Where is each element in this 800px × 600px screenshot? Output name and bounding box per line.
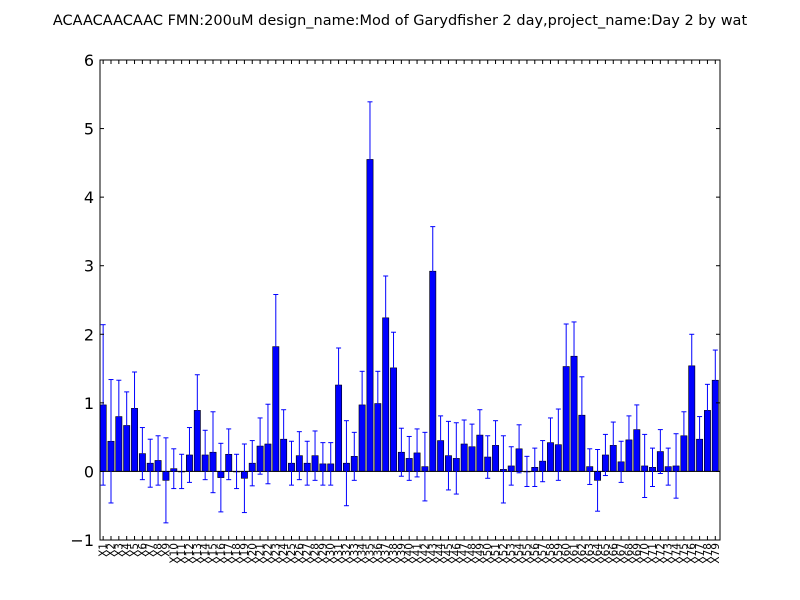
x-tick-label: X66 — [608, 543, 620, 564]
x-tick-label: X45 — [443, 543, 455, 564]
x-tick-label: X13 — [192, 543, 204, 564]
x-tick-label: X67 — [616, 543, 628, 564]
x-tick-label: X4 — [121, 543, 133, 557]
y-tick-label: 6 — [84, 51, 94, 70]
x-tick-label: X77 — [694, 543, 706, 564]
x-axis: X1X2X3X4X5X6X7X8X9X10X11X12X13X14X15X16X… — [98, 60, 722, 564]
x-tick-label: X57 — [537, 543, 549, 564]
x-tick-label: X75 — [678, 543, 690, 564]
x-tick-label: X16 — [215, 543, 227, 564]
x-tick-label: X51 — [490, 543, 502, 564]
x-tick-label: X14 — [200, 543, 212, 564]
x-tick-label: X43 — [427, 543, 439, 564]
x-tick-label: X5 — [129, 543, 141, 557]
x-tick-label: X74 — [671, 543, 683, 564]
x-tick-label: X33 — [349, 543, 361, 564]
x-tick-label: X34 — [357, 543, 369, 564]
x-tick-label: X37 — [380, 543, 392, 564]
x-tick-label: X79 — [710, 543, 722, 564]
x-tick-label: X6 — [137, 543, 149, 557]
x-tick-label: X53 — [506, 543, 518, 564]
x-tick-label: X44 — [435, 543, 447, 564]
x-tick-label: X22 — [262, 543, 274, 564]
x-tick-label: X38 — [388, 543, 400, 564]
x-tick-label: X35 — [364, 543, 376, 564]
y-tick-label: 5 — [84, 120, 94, 139]
x-tick-label: X7 — [145, 543, 157, 557]
x-tick-label: X70 — [639, 543, 651, 564]
plot-frame — [99, 59, 721, 541]
x-tick-label: X62 — [576, 543, 588, 564]
y-tick-label: −1 — [70, 531, 94, 550]
x-tick-label: X3 — [113, 543, 125, 557]
x-tick-label: X28 — [310, 543, 322, 564]
x-tick-label: X61 — [569, 543, 581, 564]
y-axis: −1 0 1 2 3 4 5 6 — [70, 51, 720, 550]
y-tick-label: 1 — [84, 394, 94, 413]
x-tick-label: X17 — [223, 543, 235, 564]
x-tick-label: X39 — [396, 543, 408, 564]
x-tick-label: X72 — [655, 543, 667, 564]
x-tick-label: X65 — [600, 543, 612, 564]
x-tick-label: X12 — [184, 543, 196, 564]
x-tick-label: X24 — [278, 543, 290, 564]
x-tick-label: X27 — [302, 543, 314, 564]
x-tick-label: X60 — [561, 543, 573, 564]
x-tick-label: X9 — [160, 543, 172, 557]
x-tick-label: X11 — [176, 543, 188, 564]
x-tick-label: X47 — [459, 543, 471, 564]
x-tick-label: X15 — [208, 543, 220, 564]
chart-title: ACAACAACAAC FMN:200uM design_name:Mod of… — [53, 13, 748, 29]
x-tick-label: X42 — [419, 543, 431, 564]
x-tick-label: X29 — [317, 543, 329, 564]
x-tick-label: X40 — [404, 543, 416, 564]
x-tick-label: X68 — [623, 543, 635, 564]
x-tick-label: X2 — [105, 543, 117, 557]
x-tick-label: X58 — [545, 543, 557, 564]
x-tick-label: X18 — [231, 543, 243, 564]
x-tick-label: X49 — [474, 543, 486, 564]
x-tick-label: X21 — [255, 543, 267, 564]
x-tick-label: X76 — [686, 543, 698, 564]
x-tick-label: X20 — [247, 543, 259, 564]
x-tick-label: X55 — [521, 543, 533, 564]
x-tick-label: X26 — [294, 543, 306, 564]
x-tick-label: X48 — [467, 543, 479, 564]
x-tick-label: X19 — [239, 543, 251, 564]
x-tick-label: X71 — [647, 543, 659, 564]
x-tick-label: X78 — [702, 543, 714, 564]
x-tick-label: X54 — [514, 543, 526, 564]
y-tick-label: 3 — [84, 257, 94, 276]
x-tick-label: X31 — [333, 543, 345, 564]
x-tick-label: X64 — [592, 543, 604, 564]
y-tick-label: 2 — [84, 325, 94, 344]
x-tick-label: X52 — [498, 543, 510, 564]
x-tick-label: X41 — [412, 543, 424, 564]
bars-group — [99, 159, 720, 481]
x-tick-label: X63 — [584, 543, 596, 564]
x-tick-label: X30 — [325, 543, 337, 564]
x-tick-label: X1 — [98, 543, 110, 557]
x-tick-label: X23 — [270, 543, 282, 564]
x-tick-label: X50 — [482, 543, 494, 564]
y-tick-label: 0 — [84, 462, 94, 481]
y-tick-label: 4 — [84, 188, 94, 207]
x-tick-label: X32 — [341, 543, 353, 564]
x-tick-label: X10 — [168, 543, 180, 564]
error-bars-group — [100, 101, 718, 524]
x-tick-label: X56 — [529, 543, 541, 564]
x-tick-label: X73 — [663, 543, 675, 564]
x-tick-label: X59 — [553, 543, 565, 564]
x-tick-label: X8 — [153, 543, 165, 557]
x-tick-label: X69 — [631, 543, 643, 564]
x-tick-label: X36 — [372, 543, 384, 564]
x-tick-label: X25 — [286, 543, 298, 564]
x-tick-label: X46 — [451, 543, 463, 564]
